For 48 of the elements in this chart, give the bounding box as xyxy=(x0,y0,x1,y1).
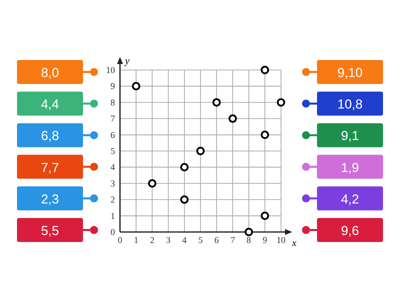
y-tick-label: 9 xyxy=(110,81,116,92)
x-tick-label: 9 xyxy=(262,235,268,245)
point xyxy=(148,179,156,188)
x-tick-label: 5 xyxy=(198,235,204,245)
x-tick-label: 2 xyxy=(150,235,154,245)
x-tick-label: 7 xyxy=(230,235,236,245)
x-tick-label: 4 xyxy=(182,235,188,245)
point xyxy=(260,66,270,74)
text: 4,4 xyxy=(40,96,60,112)
y-tick-label: 7 xyxy=(110,114,116,124)
y-tick-label: 8 xyxy=(110,97,116,108)
text: 5,5 xyxy=(40,223,60,238)
text: 9,10 xyxy=(337,65,363,80)
point xyxy=(196,146,205,156)
y-tick-label: 1 xyxy=(110,210,115,221)
x-tick-label: 1 xyxy=(134,235,138,245)
point xyxy=(132,82,140,90)
x-axis-title: x xyxy=(291,238,297,249)
y-tick-label: 10 xyxy=(106,65,116,75)
point xyxy=(276,98,286,107)
x-tick-label: 10 xyxy=(276,235,286,245)
text: 9,1 xyxy=(340,128,360,144)
y-tick-label: 0 xyxy=(110,227,116,237)
text: 4,2 xyxy=(340,191,360,206)
text: 6,8 xyxy=(40,128,60,144)
x-tick-label: 3 xyxy=(166,235,172,245)
text: 7,7 xyxy=(40,160,60,175)
text: 2,3 xyxy=(40,191,60,206)
y-tick-label: 6 xyxy=(110,130,116,140)
x-tick-label: 8 xyxy=(246,235,252,245)
point xyxy=(180,195,189,204)
point xyxy=(260,130,270,139)
point xyxy=(228,114,237,123)
y-tick-label: 4 xyxy=(110,162,116,172)
y-tick-label: 2 xyxy=(110,194,115,205)
y-tick-label: 5 xyxy=(110,146,116,156)
y-axis-title: y xyxy=(124,56,130,67)
point xyxy=(260,212,270,220)
point xyxy=(244,228,253,236)
text: 8,0 xyxy=(40,65,60,80)
x-tick-label: 0 xyxy=(118,235,123,245)
text: 9,6 xyxy=(340,223,360,238)
x-tick-label: 6 xyxy=(214,235,220,245)
text: 1,9 xyxy=(340,160,360,175)
point xyxy=(212,98,221,107)
point xyxy=(180,163,189,172)
text: 10,8 xyxy=(337,96,363,112)
y-tick-label: 3 xyxy=(110,178,116,188)
